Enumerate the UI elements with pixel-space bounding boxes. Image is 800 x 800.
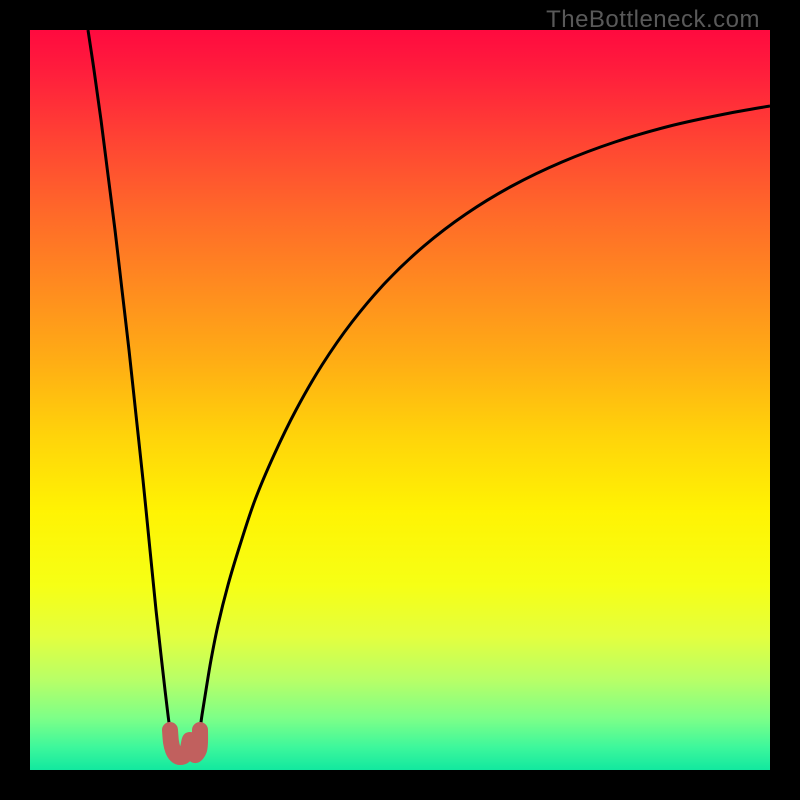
plot-area	[30, 30, 770, 770]
curve-right-branch	[200, 106, 770, 730]
curve-left-branch	[88, 30, 170, 730]
curve-bottom-u	[170, 730, 200, 757]
bottleneck-curve	[30, 30, 770, 770]
chart-frame: TheBottleneck.com	[0, 0, 800, 800]
watermark-text: TheBottleneck.com	[546, 6, 760, 34]
